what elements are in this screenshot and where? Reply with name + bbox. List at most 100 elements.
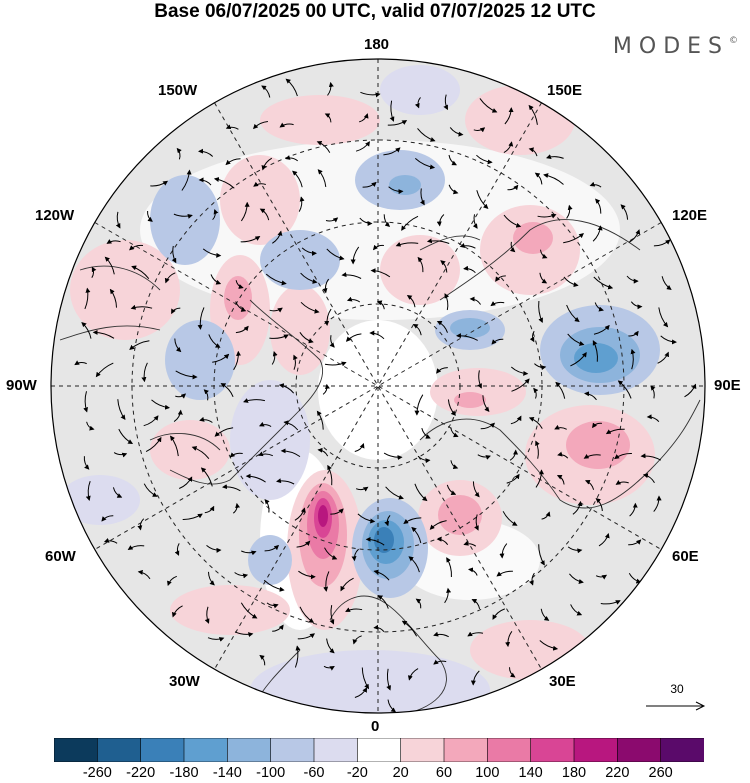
wind-arrow [327,81,334,96]
colorbar-bin [400,738,445,762]
wind-arrow [383,147,401,156]
wind-arrow [546,154,564,159]
label-180: 180 [364,36,390,53]
wind-arrow [507,184,519,191]
wind-arrow [528,147,538,157]
wind-arrow [103,538,118,544]
wind-arrow [436,320,448,333]
wind-arrow [467,631,484,637]
label-120e: 120E [672,207,708,224]
wind-arrow [261,85,271,98]
wind-arrow [369,330,385,340]
wind-arrow [130,304,153,310]
wind-arrow [143,483,158,497]
wind-arrow [234,572,249,579]
wind-arrow [350,246,360,265]
wind-arrow [535,440,540,459]
wind-arrow [354,687,368,698]
colorbar-bin [313,738,358,762]
wind-arrow [386,668,391,691]
wind-arrow [352,635,362,645]
wind-arrow [415,598,422,609]
wind-arrow [198,148,214,157]
wind-arrow [137,569,151,580]
wind-arrow [617,380,632,399]
wind-arrow [279,122,294,128]
wind-arrow [86,421,95,431]
wind-arrow [213,177,235,189]
wind-arrow [403,517,422,524]
wind-arrow [429,520,447,530]
wind-arrow [605,428,625,435]
wind-arrow [173,409,183,423]
wind-arrow [653,239,671,247]
wind-arrow [528,416,543,429]
wind-arrow [593,324,610,335]
wind-arrow [540,249,548,259]
wind-arrow [365,536,385,546]
wind-arrow [317,447,329,457]
wind-arrow [373,624,385,633]
wind-arrow [259,208,270,221]
wind-arrow [232,502,241,514]
wind-arrow [373,569,390,581]
wind-arrow [83,456,90,470]
wind-arrow [264,499,270,513]
wind-arrow [118,428,134,444]
wind-arrow [212,353,230,363]
wind-arrow [293,354,298,370]
wind-arrow [298,196,305,212]
wind-arrow [167,575,177,587]
wind-arrow [91,266,97,278]
wind-arrow [276,478,295,485]
wind-arrow [447,399,456,416]
wind-arrow [210,274,222,285]
wind-arrow [440,260,448,273]
colorbar-tick-label: -100 [256,765,286,781]
wind-arrow [444,587,452,604]
wind-arrow [264,544,280,552]
wind-arrow [387,699,397,713]
wind-arrow [359,217,373,226]
wind-arrow [492,608,505,620]
wind-arrow [566,204,573,219]
colorbar-bin [487,738,532,762]
wind-arrow [660,335,677,345]
wind-arrow [383,452,403,461]
wind-arrow [225,158,241,166]
wind-arrow [263,579,285,592]
wind-arrow [83,391,88,413]
colorbar-tick-label: -140 [212,765,242,781]
wind-arrow [395,241,419,247]
wind-arrow [345,607,363,612]
wind-arrow [459,243,476,249]
wind-arrow [261,157,273,171]
wind-arrow [299,332,314,344]
colorbar-tick-label: 140 [518,765,543,781]
wind-arrow [555,381,566,399]
wind-arrow [626,275,639,284]
wind-arrow [370,268,391,278]
wind-arrow [202,248,222,258]
wind-arrow [101,515,114,522]
wind-arrow [197,307,205,330]
wind-arrow [468,567,478,576]
wind-arrow [661,276,672,290]
wind-arrow [538,544,545,566]
wind-arrow [175,393,187,399]
wind-arrow [490,301,505,307]
wind-arrow [220,383,234,397]
wind-arrow [510,415,522,425]
colorbar-bin [660,738,704,762]
wind-arrow [657,351,669,364]
wind-arrow [300,301,320,314]
wind-arrow [620,204,629,220]
wind-arrow [298,570,316,580]
wind-arrow [569,573,584,584]
wind-arrow [456,333,478,341]
colorbar-bin [183,738,228,762]
wind-arrow [258,421,272,428]
wind-arrow [407,668,419,681]
wind-arrow [327,464,333,486]
